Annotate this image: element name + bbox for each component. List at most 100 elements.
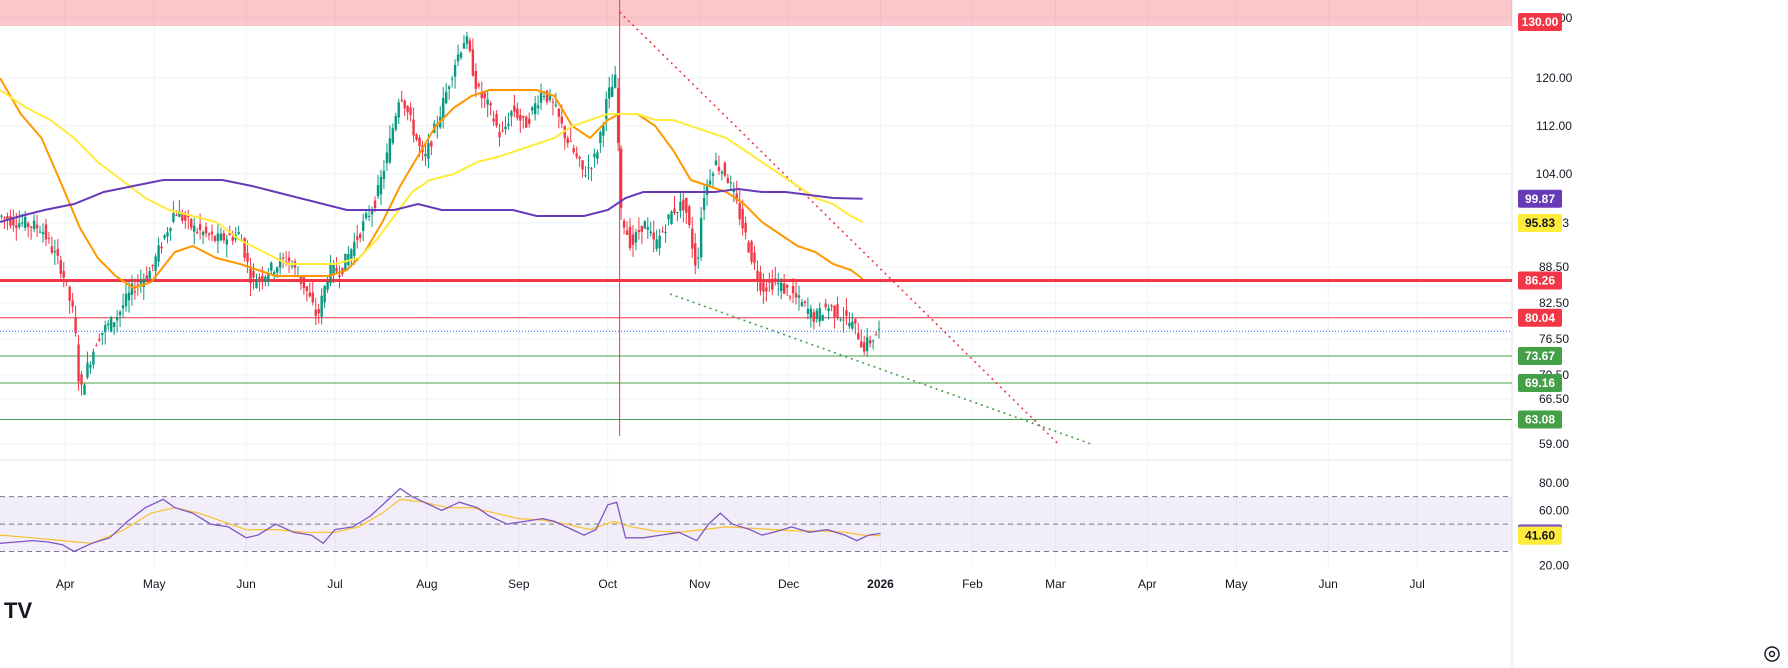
candle-body (222, 233, 226, 241)
candle-body (631, 234, 635, 245)
candle-body (311, 292, 314, 303)
time-label: Sep (508, 577, 530, 591)
candle-body (353, 242, 356, 256)
candle-body (139, 281, 143, 284)
candle-body (661, 231, 664, 233)
candle-body (602, 125, 605, 136)
candle-body (830, 305, 833, 307)
candle-body (486, 99, 489, 105)
candle-body (596, 152, 599, 159)
candle-body (634, 232, 638, 243)
candle-body (489, 103, 492, 106)
level-badge: 80.04 (1525, 311, 1555, 325)
candle-body (71, 300, 74, 307)
level-badge: 130.00 (1522, 15, 1559, 29)
candle-body (753, 252, 756, 264)
tradingview-logo[interactable]: TV (4, 598, 32, 623)
candle-body (548, 94, 552, 101)
candle-body (350, 249, 353, 259)
rsi-badge-bg (1518, 526, 1562, 545)
candle-body (643, 221, 647, 229)
candle-body (510, 111, 513, 117)
candle-body (338, 275, 341, 278)
candle-body (646, 227, 649, 230)
candle-body (26, 223, 30, 228)
candle-body (587, 167, 590, 169)
ma-50-line (0, 77, 864, 290)
candle-body (187, 214, 190, 218)
candle-body (575, 153, 578, 157)
candle-body (818, 308, 821, 322)
candle-body (157, 245, 160, 262)
candle-body (207, 233, 211, 236)
candle-body (791, 286, 795, 294)
candle-body (842, 319, 845, 321)
candle-body (619, 148, 623, 208)
candle-body (717, 166, 721, 172)
candle-body (388, 138, 392, 163)
candle-body (447, 86, 451, 89)
candle-body (104, 325, 107, 333)
candle-body (198, 224, 202, 231)
rsi-line (0, 487, 881, 553)
candle-body (359, 234, 362, 238)
price-tick-label: 59.00 (1539, 437, 1569, 451)
candle-body (611, 86, 614, 97)
candle-body (364, 213, 368, 219)
candle-body (92, 351, 95, 365)
candle-body (688, 206, 691, 226)
candle-body (652, 232, 655, 240)
candle-body (302, 277, 306, 289)
candle-body (676, 211, 679, 213)
candle-body (356, 236, 359, 240)
candle-body (415, 134, 418, 140)
candle-body (477, 84, 480, 87)
level-badge-bg (1518, 374, 1562, 393)
candle-body (124, 293, 128, 307)
candle-body (44, 224, 48, 240)
rsi-pane (0, 487, 881, 553)
candle-body (720, 171, 724, 174)
level-badge: 86.26 (1525, 273, 1555, 287)
candle-body (863, 342, 866, 352)
candle-body (192, 225, 196, 232)
candle-body (741, 208, 744, 229)
candle-body (237, 232, 240, 234)
candle-body (32, 220, 36, 230)
svg-text:TV: TV (4, 598, 32, 623)
candle-body (308, 292, 312, 297)
candle-body (702, 197, 706, 211)
candle-body (465, 36, 469, 44)
candle-body (815, 310, 818, 320)
candle-body (462, 43, 466, 49)
candles (0, 31, 881, 396)
candle-body (613, 74, 617, 88)
candle-body (803, 301, 807, 303)
candle-body (563, 126, 566, 139)
candle-body (68, 286, 71, 301)
candle-body (50, 246, 54, 253)
candle-body (109, 317, 113, 332)
candle-body (664, 232, 667, 234)
time-axis[interactable]: Apr May Jun Jul Aug Sep Oct Nov Dec 2026 Feb Mar Apr… (56, 577, 1425, 591)
candle-body (812, 312, 816, 322)
candle-body (468, 40, 472, 51)
candle-body (86, 362, 89, 378)
price-tick-label: 66.50 (1539, 392, 1569, 406)
candle-body (682, 199, 685, 211)
candle-body (590, 168, 593, 170)
candle-body (723, 162, 727, 176)
candle-body (382, 170, 386, 180)
candle-body (756, 270, 759, 280)
candle-body (516, 108, 519, 119)
candle-body (584, 175, 587, 177)
gear-icon[interactable] (1764, 646, 1780, 662)
candle-body (21, 222, 24, 224)
candle-body (542, 95, 546, 97)
candle-body (450, 78, 454, 80)
horizontal-levels (0, 0, 1512, 436)
rsi-tick-label: 60.00 (1539, 503, 1569, 517)
price-axis[interactable]: 130.00 120.00 112.00 104.00 95.83 88.50 82.50 7… (1513, 0, 1788, 668)
candle-body (53, 251, 57, 253)
